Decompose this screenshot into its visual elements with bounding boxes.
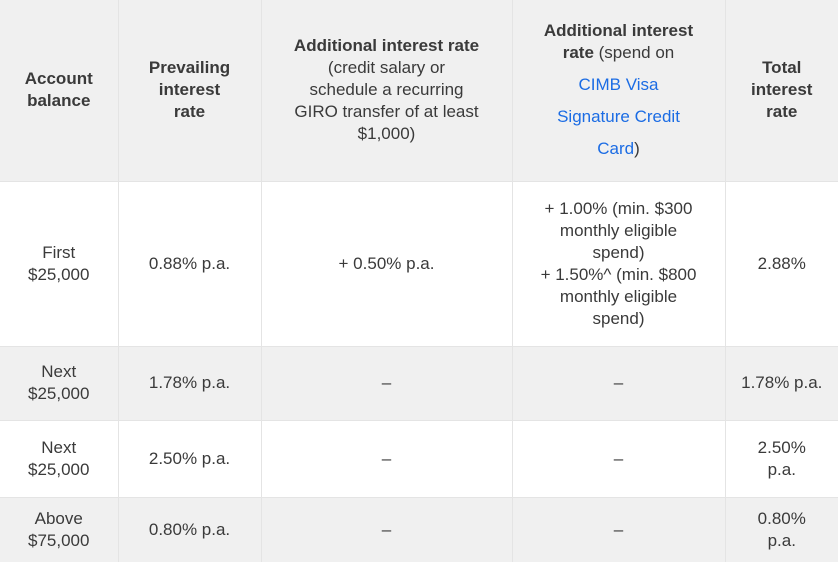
col-header-account-balance: Account balance [0, 0, 119, 182]
giro-header-condition-text: (credit salary or schedule a recurring G… [294, 58, 479, 144]
cell-prevailing-rate: 0.80% p.a. [117, 496, 262, 563]
cimb-visa-signature-credit-card-link[interactable]: CIMB Visa Signature Credit Card) [525, 74, 713, 160]
cell-balance: Next $25,000 [0, 345, 119, 421]
cell-card-bonus: – [511, 496, 726, 563]
cell-giro-bonus: – [260, 496, 513, 563]
cell-giro-bonus: + 0.50% p.a. [260, 180, 513, 347]
card-header-close-paren: ) [634, 139, 640, 159]
col-header-prevailing-interest-rate: Prevailing interest rate [117, 0, 262, 182]
cell-prevailing-rate: 2.50% p.a. [117, 419, 262, 498]
giro-header-bold-text: Additional interest rate [293, 36, 480, 56]
col-header-total-interest-rate: Total interest rate [724, 0, 838, 182]
card-header-line1: Additional interest [543, 21, 694, 41]
cell-total-rate: 2.50% p.a. [724, 419, 838, 498]
cell-balance: First $25,000 [0, 180, 119, 347]
cell-card-bonus: + 1.00% (min. $300 monthly eligible spen… [511, 180, 726, 347]
col-header-giro-additional-rate: Additional interest rate (credit salary … [260, 0, 513, 182]
cell-prevailing-rate: 0.88% p.a. [117, 180, 262, 347]
card-link-line1: CIMB Visa [578, 75, 659, 95]
card-header-line2: rate (spend on [562, 43, 675, 63]
cell-card-bonus: – [511, 419, 726, 498]
table-row: Next $25,000 1.78% p.a. – – 1.78% p.a. [0, 345, 838, 421]
cell-total-rate: 1.78% p.a. [724, 345, 838, 421]
table-row: Next $25,000 2.50% p.a. – – 2.50% p.a. [0, 419, 838, 498]
card-link-line2: Signature Credit [557, 107, 680, 127]
cell-card-bonus: – [511, 345, 726, 421]
col-header-account-balance-label: Account balance [24, 69, 93, 111]
cell-giro-bonus: – [260, 419, 513, 498]
cell-prevailing-rate: 1.78% p.a. [117, 345, 262, 421]
cell-total-rate: 2.88% [724, 180, 838, 347]
col-header-card-additional-rate: Additional interest rate (spend on CIMB … [511, 0, 726, 182]
table-row: First $25,000 0.88% p.a. + 0.50% p.a. + … [0, 180, 838, 347]
table-header-row: Account balance Prevailing interest rate… [0, 0, 838, 182]
col-header-prevailing-label: Prevailing interest rate [148, 58, 231, 122]
table-row: Above $75,000 0.80% p.a. – – 0.80% p.a. [0, 496, 838, 563]
col-header-total-label: Total interest rate [751, 58, 813, 122]
cell-giro-bonus: – [260, 345, 513, 421]
card-link-line3: Card) [597, 139, 640, 159]
cell-balance: Next $25,000 [0, 419, 119, 498]
cell-total-rate: 0.80% p.a. [724, 496, 838, 563]
cell-balance: Above $75,000 [0, 496, 119, 563]
